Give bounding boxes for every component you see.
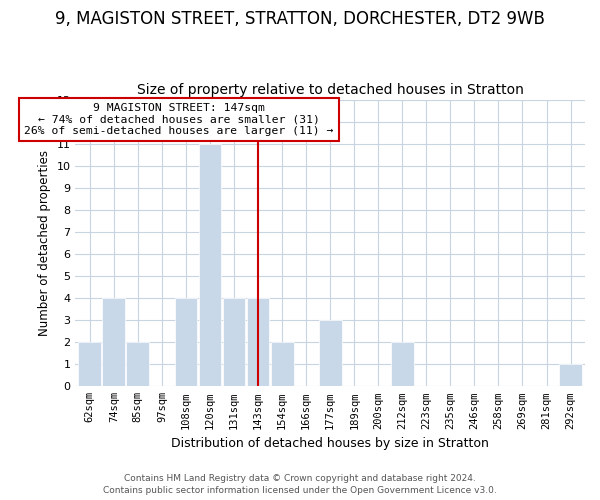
- Bar: [391, 342, 414, 386]
- Bar: [247, 298, 269, 386]
- Y-axis label: Number of detached properties: Number of detached properties: [38, 150, 51, 336]
- Text: Contains HM Land Registry data © Crown copyright and database right 2024.
Contai: Contains HM Land Registry data © Crown c…: [103, 474, 497, 495]
- Text: 9 MAGISTON STREET: 147sqm
← 74% of detached houses are smaller (31)
26% of semi-: 9 MAGISTON STREET: 147sqm ← 74% of detac…: [24, 103, 334, 136]
- Bar: [271, 342, 293, 386]
- Bar: [103, 298, 125, 386]
- Title: Size of property relative to detached houses in Stratton: Size of property relative to detached ho…: [137, 83, 524, 97]
- Bar: [199, 144, 221, 386]
- Text: 9, MAGISTON STREET, STRATTON, DORCHESTER, DT2 9WB: 9, MAGISTON STREET, STRATTON, DORCHESTER…: [55, 10, 545, 28]
- Bar: [559, 364, 582, 386]
- Bar: [175, 298, 197, 386]
- Bar: [127, 342, 149, 386]
- Bar: [319, 320, 341, 386]
- Bar: [79, 342, 101, 386]
- X-axis label: Distribution of detached houses by size in Stratton: Distribution of detached houses by size …: [171, 437, 489, 450]
- Bar: [223, 298, 245, 386]
